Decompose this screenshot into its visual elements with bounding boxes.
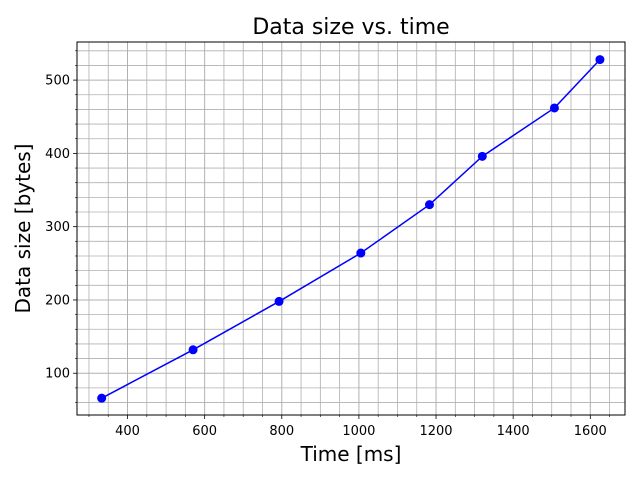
data-point bbox=[188, 345, 198, 355]
data-point bbox=[356, 248, 366, 258]
minor-grid bbox=[77, 42, 625, 415]
x-tick-label: 1000 bbox=[342, 424, 375, 439]
x-tick-label: 400 bbox=[115, 424, 140, 439]
data-point bbox=[424, 200, 434, 210]
data-point bbox=[477, 151, 487, 161]
y-axis-label: Data size [bytes] bbox=[11, 144, 35, 314]
y-tick-label: 100 bbox=[45, 367, 70, 382]
data-point bbox=[595, 55, 605, 65]
plot-frame bbox=[76, 41, 626, 416]
y-tick-label: 200 bbox=[45, 293, 70, 308]
y-tick-label: 400 bbox=[45, 147, 70, 162]
chart-title: Data size vs. time bbox=[252, 15, 449, 40]
major-grid bbox=[77, 42, 625, 415]
y-tick-label: 500 bbox=[45, 74, 70, 89]
x-tick-label: 1200 bbox=[419, 424, 452, 439]
series-markers bbox=[97, 55, 605, 403]
x-tick-label: 600 bbox=[192, 424, 217, 439]
x-tick-label: 1400 bbox=[497, 424, 530, 439]
y-tick-label: 300 bbox=[45, 220, 70, 235]
series-line bbox=[101, 59, 601, 399]
axis-ticks bbox=[73, 50, 610, 419]
x-axis-label: Time [ms] bbox=[300, 442, 402, 466]
x-tick-label: 1600 bbox=[574, 424, 607, 439]
data-point bbox=[274, 296, 284, 306]
data-point bbox=[97, 393, 107, 403]
tick-labels: 400 600 800 1000 1200 1400 1600 100 200 300 400 500 bbox=[45, 74, 607, 439]
data-point bbox=[549, 103, 559, 113]
x-tick-label: 800 bbox=[269, 424, 294, 439]
